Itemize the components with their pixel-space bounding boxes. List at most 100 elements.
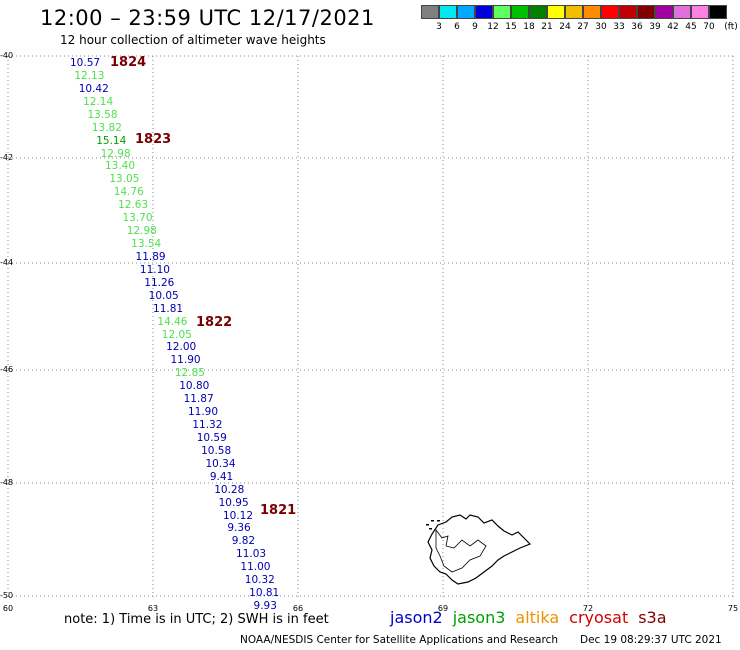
wave-height-value: 11.90 [170,354,201,367]
scale-swatch [439,5,457,19]
scale-swatch [601,5,619,19]
scale-swatch [619,5,637,19]
wave-height-value: 14.46 [157,315,188,328]
longitude-label: 66 [292,604,304,613]
legend-cryosat: cryosat [569,608,629,627]
wave-height-value: 15.14 [96,134,127,147]
scale-label: 21 [541,22,553,32]
latitude-label: -46 [0,365,14,374]
island-outline [426,514,532,585]
page-subtitle: 12 hour collection of altimeter wave hei… [60,33,326,47]
wave-height-value: 12.98 [100,147,131,160]
scale-label: 30 [595,22,607,32]
wave-height-value: 12.14 [83,95,114,108]
scale-swatch [565,5,583,19]
wave-height-value: 11.87 [183,393,214,406]
wave-height-value: 12.63 [118,199,149,212]
wave-height-value: 11.03 [236,548,267,561]
wave-height-value: 12.85 [174,367,205,380]
scale-swatch [493,5,511,19]
scale-swatch [421,5,439,19]
scale-swatch [637,5,655,19]
scale-swatch [691,5,709,19]
scale-label: 6 [454,22,460,32]
wave-height-value: 10.59 [196,431,227,444]
scale-unit: (ft) [724,22,738,32]
scale-label: 33 [613,22,625,32]
islet [431,520,434,522]
longitude-label: 63 [147,604,159,613]
wave-height-value: 13.54 [131,238,162,251]
wave-height-value: 11.10 [139,263,170,276]
timestamp: Dec 19 08:29:37 UTC 2021 [580,634,722,646]
longitude-label: 72 [582,604,594,613]
legend-s3a: s3a [638,608,667,627]
wave-height-value: 10.42 [78,82,109,95]
wave-height-value: 10.05 [148,289,179,302]
island-inner-coastline [435,528,487,573]
scale-label: 42 [667,22,679,32]
wave-height-value: 10.12 [222,509,253,522]
legend-jason3: jason3 [452,608,506,627]
credit-text: NOAA/NESDIS Center for Satellite Applica… [240,634,558,646]
color-scale-labels: 3 6 9 12 15 18 21 24 27 30 33 36 39 42 45 70 (ft) [421,22,740,34]
grid [7,55,734,598]
legend-jason2: jason2 [390,608,443,627]
islet [429,528,432,530]
time-label: 1822 [196,315,233,330]
longitude-label: 69 [437,604,449,613]
scale-label: 18 [523,22,535,32]
wave-height-value: 12.00 [166,341,197,354]
time-label: 1821 [260,503,297,518]
scale-label: 9 [472,22,478,32]
wave-height-value: 9.41 [209,470,234,483]
scale-label: 39 [649,22,661,32]
wave-height-value: 11.89 [135,250,166,263]
scale-label: 24 [559,22,571,32]
scale-swatch [673,5,691,19]
wave-height-value: 10.32 [244,574,275,587]
wave-height-value: 13.05 [109,173,140,186]
wave-height-value: 10.28 [214,483,245,496]
scale-swatch [709,5,727,19]
latitude-label: -42 [0,153,14,162]
scale-swatch [547,5,565,19]
latitude-label: -40 [0,51,14,60]
islet [437,520,440,522]
page-title: 12:00 – 23:59 UTC 12/17/2021 [40,6,375,30]
wave-height-value: 13.40 [104,160,136,173]
scale-label: 27 [577,22,589,32]
wave-height-value: 12.98 [126,225,157,238]
wave-height-value: 11.32 [192,419,223,432]
time-label: 1823 [135,132,172,147]
wave-height-value: 10.80 [179,380,210,393]
satellite-legend: jason2 jason3 altika cryosat s3a [390,608,677,627]
scale-swatch [529,5,547,19]
color-scale [421,5,727,19]
island-coastline [427,514,532,585]
time-label: 1824 [110,55,147,70]
scale-swatch [475,5,493,19]
wave-height-value: 10.95 [218,496,249,509]
islet [426,524,429,526]
longitude-label: 75 [727,604,739,613]
wave-height-value: 9.36 [227,522,251,535]
scale-label: 12 [487,22,499,32]
footer-note: note: 1) Time is in UTC; 2) SWH is in fe… [64,612,329,627]
scale-label: 3 [436,22,442,32]
wave-height-value: 13.82 [91,121,122,134]
wave-height-value: 9.82 [231,535,256,548]
scale-label: 36 [631,22,643,32]
wave-height-value: 12.13 [74,69,105,82]
wave-height-value: 11.00 [240,561,271,574]
latitude-label: -44 [0,258,14,267]
wave-height-value: 13.70 [122,212,153,225]
wave-height-value: 10.81 [249,587,280,600]
scale-label: 70 [703,22,715,32]
wave-height-value: 11.26 [144,276,175,289]
wave-height-value: 11.90 [187,406,219,419]
wave-height-value: 10.34 [205,457,236,470]
scale-swatch [511,5,529,19]
latitude-label: -50 [0,591,14,600]
